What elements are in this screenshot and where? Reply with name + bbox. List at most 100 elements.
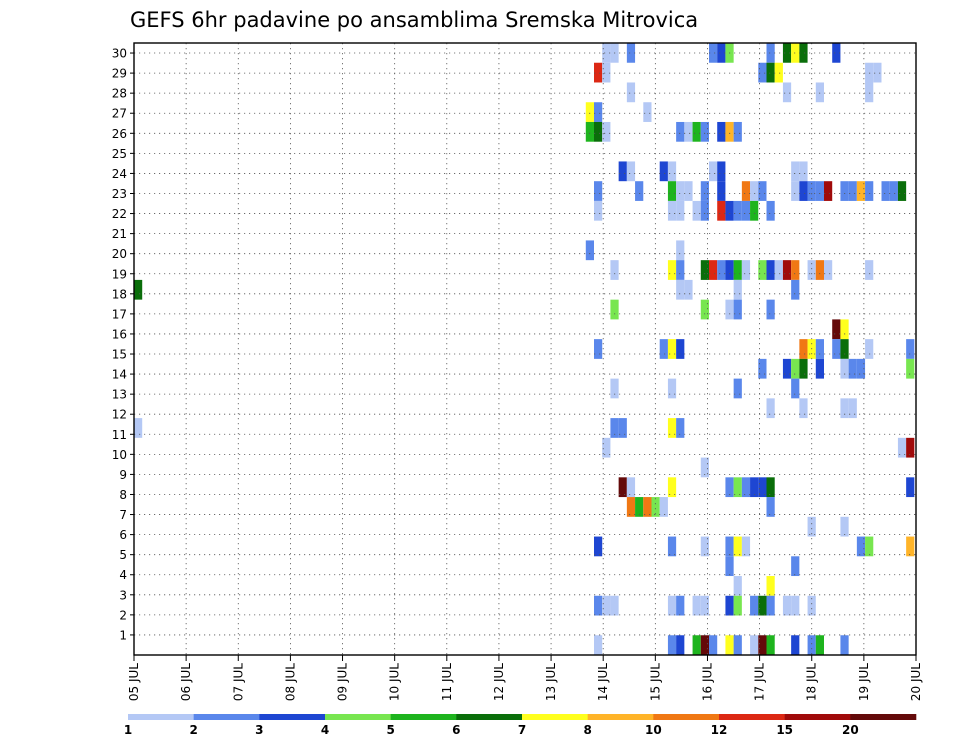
heatmap-cell xyxy=(134,418,143,438)
heatmap-cell xyxy=(766,62,775,83)
colorbar-swatch xyxy=(325,714,391,720)
heatmap-cell xyxy=(750,477,759,498)
heatmap-cell xyxy=(709,43,718,63)
heatmap-cell xyxy=(602,43,611,63)
y-tick-label: 29 xyxy=(112,67,127,81)
heatmap-cell xyxy=(618,477,627,498)
heatmap-cell xyxy=(799,339,808,359)
colorbar-label: 6 xyxy=(452,723,460,737)
heatmap-cell xyxy=(733,576,742,596)
heatmap-cell xyxy=(626,477,636,498)
y-tick-label: 25 xyxy=(112,147,127,161)
heatmap-cell xyxy=(791,181,800,201)
heatmap-cell xyxy=(750,635,759,655)
heatmap-cell xyxy=(659,339,668,359)
y-tick-label: 21 xyxy=(112,227,127,241)
heatmap-cell xyxy=(906,536,915,557)
heatmap-cell xyxy=(897,437,907,458)
x-tick-label: 05 JUL xyxy=(127,663,141,701)
heatmap-cell xyxy=(906,339,915,359)
heatmap-cell xyxy=(856,358,866,379)
heatmap-cell xyxy=(700,121,709,142)
x-tick-label: 12 JUL xyxy=(492,663,506,701)
heatmap-cell xyxy=(717,43,726,63)
heatmap-cell xyxy=(807,181,816,201)
heatmap-cell xyxy=(717,161,726,182)
heatmap-cell xyxy=(832,43,841,63)
heatmap-cell xyxy=(643,497,652,517)
heatmap-cell xyxy=(676,121,685,142)
heatmap-cell xyxy=(585,240,594,261)
x-tick-label: 14 JUL xyxy=(596,663,610,701)
heatmap-cell xyxy=(848,181,857,201)
heatmap-cell xyxy=(758,62,767,83)
x-tick-label: 08 JUL xyxy=(283,663,297,701)
plot-frame xyxy=(133,42,917,656)
colorbar-swatch xyxy=(784,714,851,720)
y-tick-label: 22 xyxy=(112,207,127,221)
heatmap-cell xyxy=(758,635,767,655)
heatmap-cell xyxy=(700,457,709,478)
heatmap-cell xyxy=(725,477,734,498)
heatmap-cell xyxy=(676,595,685,616)
heatmap-cell xyxy=(815,260,824,280)
heatmap-cell xyxy=(602,62,611,83)
y-tick-label: 9 xyxy=(119,468,127,482)
heatmap-cell xyxy=(733,477,742,498)
heatmap-cell xyxy=(602,121,611,142)
heatmap-cell xyxy=(134,279,143,300)
x-tick-label: 20 JUL xyxy=(909,663,923,701)
colorbar-swatch xyxy=(522,714,588,720)
colorbar-swatch xyxy=(193,714,260,720)
heatmap-cell xyxy=(684,181,693,201)
heatmap-cells xyxy=(134,43,915,655)
heatmap-cell xyxy=(700,260,709,280)
heatmap-cell xyxy=(700,200,709,221)
y-tick-label: 11 xyxy=(112,428,127,442)
y-tick-label: 4 xyxy=(119,568,127,582)
heatmap-cell xyxy=(815,181,824,201)
colorbar-swatch xyxy=(259,714,326,720)
heatmap-cell xyxy=(791,260,800,280)
heatmap-cell xyxy=(782,595,792,616)
heatmap-cell xyxy=(906,477,915,498)
heatmap-cell xyxy=(856,536,866,557)
heatmap-cell xyxy=(750,181,759,201)
y-tick-label: 13 xyxy=(112,388,127,402)
heatmap-cell xyxy=(840,358,849,379)
heatmap-cell xyxy=(676,181,685,201)
heatmap-cell xyxy=(791,595,800,616)
heatmap-cell xyxy=(709,161,718,182)
heatmap-cell xyxy=(626,497,636,517)
heatmap-cell xyxy=(676,635,685,655)
heatmap-cell xyxy=(766,260,775,280)
y-tick-label: 26 xyxy=(112,127,127,141)
colorbar-label: 5 xyxy=(386,723,394,737)
heatmap-cell xyxy=(733,378,742,399)
heatmap-cell xyxy=(676,240,685,261)
x-axis: 05 JUL 06 JUL 07 JUL 08 JUL 09 JUL 10 JUL 11 J… xyxy=(127,655,923,701)
x-tick-label: 18 JUL xyxy=(805,663,819,701)
heatmap-cell xyxy=(717,200,726,221)
heatmap-cell xyxy=(889,181,898,201)
y-tick-label: 16 xyxy=(112,327,127,341)
heatmap-cell xyxy=(594,339,603,359)
heatmap-cell xyxy=(791,635,800,655)
heatmap-cell xyxy=(782,358,792,379)
x-tick-label: 07 JUL xyxy=(231,663,245,701)
heatmap-cell xyxy=(741,260,751,280)
colorbar-swatch xyxy=(719,714,785,720)
heatmap-cell xyxy=(717,260,726,280)
heatmap-cell xyxy=(840,339,849,359)
x-tick-label: 13 JUL xyxy=(544,663,558,701)
heatmap-cell xyxy=(766,398,775,419)
heatmap-cell xyxy=(733,299,742,320)
y-tick-label: 24 xyxy=(112,167,127,181)
heatmap-cell xyxy=(840,516,849,537)
heatmap-cell xyxy=(585,121,594,142)
heatmap-cell xyxy=(865,260,874,280)
colorbar-label: 3 xyxy=(255,723,263,737)
chart-title: GEFS 6hr padavine po ansamblima Sremska … xyxy=(130,8,698,32)
heatmap-cell xyxy=(594,200,603,221)
